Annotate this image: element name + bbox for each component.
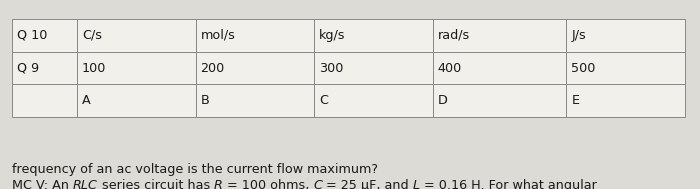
- Bar: [314, 52, 433, 84]
- Bar: [433, 52, 566, 84]
- Bar: [566, 19, 685, 52]
- Bar: [314, 84, 433, 117]
- Text: D: D: [438, 94, 447, 107]
- Bar: [12, 52, 77, 84]
- Bar: [566, 84, 685, 117]
- Bar: [566, 52, 685, 84]
- Text: A: A: [82, 94, 91, 107]
- Bar: [77, 19, 195, 52]
- Text: C/s: C/s: [82, 29, 102, 42]
- Text: = 25 μF, and: = 25 μF, and: [322, 179, 413, 189]
- Bar: [77, 84, 195, 117]
- Text: 500: 500: [571, 61, 596, 74]
- Text: Q 10: Q 10: [17, 29, 48, 42]
- Text: R: R: [214, 179, 223, 189]
- Text: = 100 ohms,: = 100 ohms,: [223, 179, 314, 189]
- Text: 200: 200: [200, 61, 225, 74]
- Text: C: C: [319, 94, 328, 107]
- Text: series circuit has: series circuit has: [98, 179, 214, 189]
- Text: = 0.16 H. For what angular: = 0.16 H. For what angular: [420, 179, 597, 189]
- Text: 400: 400: [438, 61, 462, 74]
- Bar: [12, 19, 77, 52]
- Text: RLC: RLC: [73, 179, 98, 189]
- Text: mol/s: mol/s: [200, 29, 235, 42]
- Text: L: L: [413, 179, 420, 189]
- Bar: [433, 84, 566, 117]
- Text: rad/s: rad/s: [438, 29, 470, 42]
- Text: Q 9: Q 9: [17, 61, 39, 74]
- Bar: [12, 84, 77, 117]
- Text: kg/s: kg/s: [319, 29, 346, 42]
- Text: frequency of an ac voltage is the current flow maximum?: frequency of an ac voltage is the curren…: [12, 163, 378, 176]
- Bar: [195, 52, 314, 84]
- Bar: [77, 52, 195, 84]
- Text: C: C: [314, 179, 322, 189]
- Bar: [314, 19, 433, 52]
- Bar: [433, 19, 566, 52]
- Bar: [195, 19, 314, 52]
- Text: 300: 300: [319, 61, 344, 74]
- Text: MC V: An: MC V: An: [12, 179, 73, 189]
- Text: B: B: [200, 94, 209, 107]
- Bar: [195, 84, 314, 117]
- Text: E: E: [571, 94, 580, 107]
- Text: 100: 100: [82, 61, 106, 74]
- Text: J/s: J/s: [571, 29, 586, 42]
